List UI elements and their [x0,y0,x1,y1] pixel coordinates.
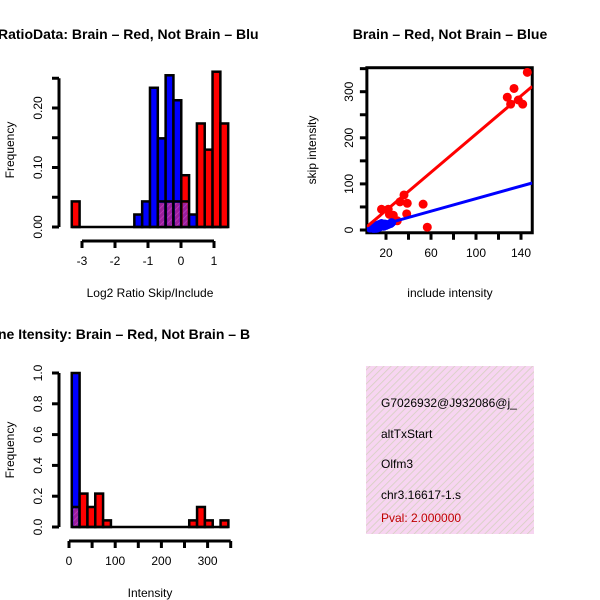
point-brain [522,67,532,77]
hist-ratio: 0.00 0.10 0.20 -3 -2 -1 0 1 [31,70,230,268]
bar-overlap [159,202,165,227]
y-tick-label: 200 [342,127,356,147]
bar-overlap [174,202,180,227]
hist-intensity-ylabel: Frequency [3,422,17,479]
x-tick-label: 200 [151,554,171,568]
x-tick-label: 1 [211,254,218,268]
hist-intensity-xlabel: Intensity [128,586,173,600]
point-brain [509,83,519,93]
scatter-plot: 0 100 200 300 20 60 100 140 [342,66,534,260]
info-line-gene: Olfm3 [381,457,413,471]
fit-line-brain [366,85,533,228]
point-brain [518,99,528,109]
x-tick-label: 0 [66,554,73,568]
x-tick-label: 300 [198,554,218,568]
hist-ratio-title: RatioData: Brain – Red, Not Brain – Blu [0,26,259,42]
hist-intensity-title: ne Itensity: Brain – Red, Not Brain – B [0,326,250,342]
plot-frame [365,66,534,235]
info-box: G7026932@J932086@j_ altTxStart Olfm3 chr… [366,366,534,534]
y-tick-label: 0.4 [31,457,45,474]
point-brain [402,198,412,208]
y-tick-label: 0.2 [31,488,45,505]
y-tick-label: 100 [342,174,356,194]
fit-line-not-brain [366,181,533,231]
x-tick-label: -2 [110,254,121,268]
info-line-locus: chr3.16617-1.s [381,488,461,502]
point-brain [422,222,432,232]
info-line-id: G7026932@J932086@j_ [381,396,517,410]
y-tick-label: 0.6 [31,426,45,443]
point-brain [418,199,428,209]
x-tick-label: -1 [143,254,154,268]
x-tick-label: 100 [105,554,125,568]
y-tick-label: 0.8 [31,395,45,412]
scatter-xlabel: include intensity [407,286,492,300]
info-line-event: altTxStart [381,427,433,441]
y-tick-label: 0 [342,226,356,233]
bar-overlap [182,202,188,227]
scatter-ylabel: skip intensity [305,116,319,185]
bar-brain [219,122,230,229]
info-pval: Pval: 2.000000 [381,511,461,525]
scatter-area [366,67,533,233]
y-tick-label: 300 [342,81,356,101]
x-tick-label: 20 [379,246,393,260]
y-tick-label: 1.0 [31,364,45,381]
y-tick-label: 0.0 [31,518,45,535]
bar-overlap [73,508,79,527]
hist-intensity: 0.0 0.2 0.4 0.6 0.8 1.0 0 100 200 300 [31,364,233,568]
point-brain [502,92,512,102]
x-tick-label: 100 [466,246,486,260]
y-tick-label: 0.00 [31,215,45,239]
y-tick-label: 0.20 [31,96,45,120]
bar-brain [70,200,81,229]
scatter-title: Brain – Red, Not Brain – Blue [353,26,548,42]
x-tick-label: 0 [178,254,185,268]
x-tick-label: -3 [77,254,88,268]
x-tick-label: 60 [424,246,438,260]
hist-ratio-ylabel: Frequency [3,122,17,179]
y-tick-label: 0.10 [31,155,45,179]
bar-overlap [167,202,172,227]
hist-ratio-xlabel: Log2 Ratio Skip/Include [87,286,214,300]
info-box-background [366,366,534,534]
x-tick-label: 140 [511,246,531,260]
